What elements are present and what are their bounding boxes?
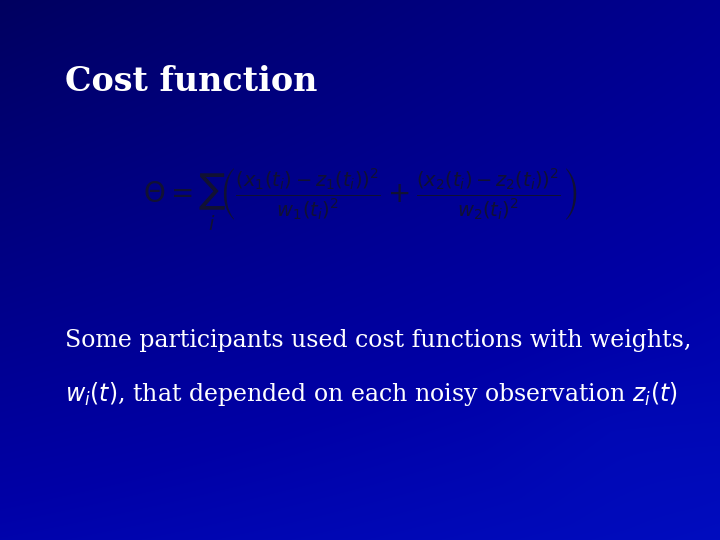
Text: Cost function: Cost function [65,65,318,98]
Text: $w_i(t)$, that depended on each noisy observation $z_i(t)$: $w_i(t)$, that depended on each noisy ob… [65,380,678,408]
Text: Some participants used cost functions with weights,: Some participants used cost functions wi… [65,329,691,352]
Text: $\Theta = \sum_{i}\!\left(\frac{(x_1(t_i)-z_1(t_i))^2}{w_1(t_i)^2}+\frac{(x_2(t_: $\Theta = \sum_{i}\!\left(\frac{(x_1(t_i… [143,166,577,233]
